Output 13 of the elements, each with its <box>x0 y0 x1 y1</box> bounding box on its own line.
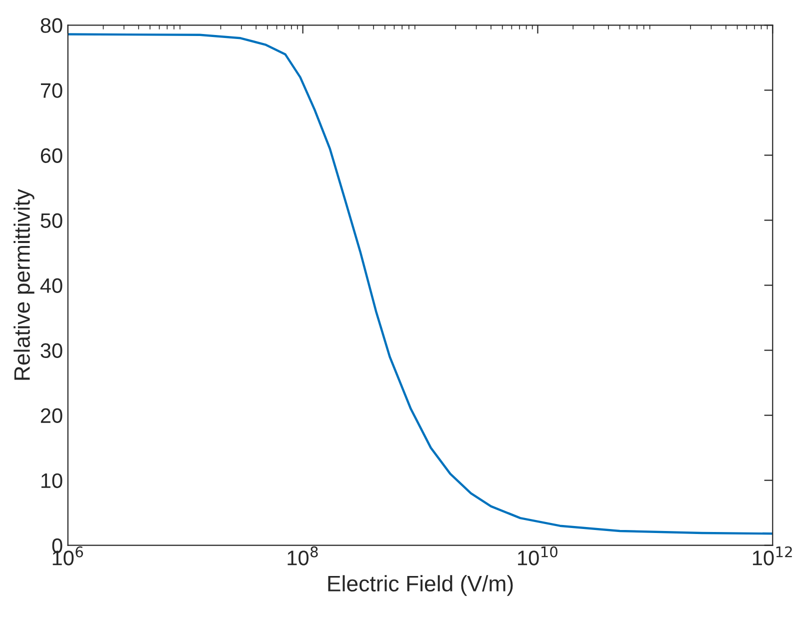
y-tick-label: 80 <box>40 18 62 33</box>
x-tick-label: 10$^{8}$ <box>288 546 318 566</box>
y-tick-label: 30 <box>40 343 62 358</box>
y-axis-title: Relative permittivity <box>14 188 34 380</box>
x-axis-title: Electric Field (V/m) <box>328 575 513 596</box>
y-tick-label: 60 <box>40 148 62 163</box>
y-tick-label: 70 <box>40 83 62 98</box>
y-tick-label: 40 <box>40 278 62 294</box>
x-tick-label: 10$^{10}$ <box>518 546 558 566</box>
y-tick-label: 20 <box>40 408 62 424</box>
y-tick-label: 50 <box>40 213 62 228</box>
y-tick-label: 10 <box>41 473 62 488</box>
x-tick-label: 10$^{12}$ <box>752 546 792 566</box>
